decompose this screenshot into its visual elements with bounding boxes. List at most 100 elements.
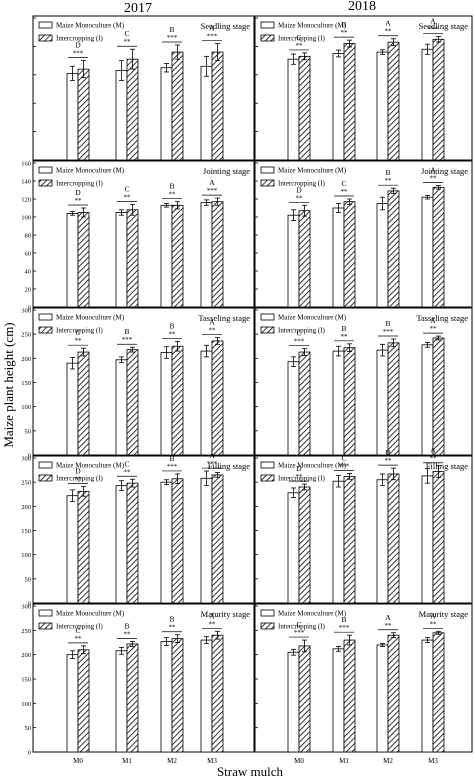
legend-swatch-monoculture [38, 313, 53, 321]
bar-monoculture [160, 352, 173, 456]
legend-swatch-monoculture [38, 166, 53, 174]
bar-intercropping [387, 342, 400, 456]
stage-title: Tasseling stage [416, 313, 468, 323]
letter-label: A [209, 451, 215, 460]
bar-intercropping [298, 210, 311, 308]
letter-label: A [209, 24, 215, 33]
bar-monoculture [200, 639, 213, 753]
letter-label: B [385, 319, 390, 328]
significance-label: ** [430, 620, 438, 628]
letter-label: C [341, 453, 346, 462]
bar-intercropping [171, 51, 184, 161]
bar-monoculture [332, 648, 345, 753]
legend-swatch-intercropping [260, 179, 275, 187]
bar-intercropping [432, 38, 445, 161]
x-tick-label: M0 [294, 757, 304, 765]
bar-monoculture [160, 204, 173, 308]
bar-monoculture [287, 651, 300, 753]
x-tick-label: M1 [339, 757, 349, 765]
legend-label-intercropping: Intercropping (I) [56, 180, 104, 188]
legend-label-monoculture: Maize Monoculture (M) [278, 22, 347, 30]
significance-label: *** [339, 624, 350, 632]
stage-title: Seedling stage [201, 21, 251, 31]
bar-monoculture [115, 485, 128, 604]
bar-monoculture [287, 58, 300, 161]
bar-intercropping [171, 345, 184, 456]
legend-swatch-monoculture [260, 461, 275, 469]
letter-label: D [296, 185, 302, 194]
letter-label: C [296, 329, 301, 338]
letter-label: B [341, 324, 346, 333]
legend-label-monoculture: Maize Monoculture (M) [56, 462, 125, 470]
legend-label-intercropping: Intercropping (I) [278, 475, 326, 483]
bar-monoculture [376, 203, 389, 308]
significance-label: ** [169, 330, 177, 338]
y-tick-label: 200 [21, 652, 31, 659]
bar-intercropping [298, 351, 311, 456]
y-tick-label: 140 [21, 179, 31, 186]
letter-label: A [430, 611, 436, 620]
bar-intercropping [432, 186, 445, 308]
bar-monoculture [287, 214, 300, 308]
significance-label: *** [167, 34, 178, 42]
legend-label-intercropping: Intercropping (I) [278, 623, 326, 631]
bar-monoculture [66, 72, 79, 161]
legend-swatch-intercropping [260, 34, 275, 42]
letter-label: B [385, 168, 390, 177]
bar-monoculture [115, 650, 128, 753]
legend-swatch-intercropping [260, 474, 275, 482]
panel-maturity-2018: Maize Monoculture (M) Intercropping (I) Ma… [254, 603, 473, 765]
bar-intercropping [211, 474, 224, 604]
panel-jointing-2017: 0 20 40 60 80 100 120 140 160 Maize Monoculture (… [21, 160, 255, 312]
legend-label-intercropping: Intercropping (I) [56, 475, 104, 483]
bar-intercropping [211, 51, 224, 161]
y-tick-label: 150 [21, 528, 31, 535]
letter-label: B [169, 615, 174, 624]
bar-monoculture [200, 350, 213, 456]
letter-label: A [385, 19, 391, 28]
bar-intercropping [343, 43, 356, 161]
letter-label: A [385, 613, 391, 622]
bar-intercropping [77, 212, 90, 308]
bar-monoculture [200, 65, 213, 161]
bar-monoculture [115, 212, 128, 308]
significance-label: *** [294, 629, 305, 637]
legend-label-intercropping: Intercropping (I) [56, 623, 104, 631]
panel-frame [254, 603, 473, 753]
x-tick-label: M3 [428, 757, 438, 765]
y-tick-label: 100 [21, 404, 31, 411]
y-tick-label: 0 [28, 601, 31, 608]
y-tick-label: 120 [21, 197, 31, 204]
bar-monoculture [66, 654, 79, 753]
y-tick-label: 50 [25, 725, 32, 732]
bar-monoculture [421, 48, 434, 161]
significance-label: ** [75, 476, 83, 484]
significance-label: *** [428, 25, 439, 33]
significance-label: ** [75, 197, 83, 205]
letter-label: C [341, 179, 346, 188]
legend-label-monoculture: Maize Monoculture (M) [278, 610, 347, 618]
letter-label: B [341, 20, 346, 29]
panel-frame [32, 603, 255, 753]
y-tick-label: 40 [25, 269, 32, 276]
bar-intercropping [171, 478, 184, 604]
significance-label: *** [207, 187, 218, 195]
bar-monoculture [421, 639, 434, 753]
significance-label: ** [430, 325, 438, 333]
bar-intercropping [387, 473, 400, 604]
legend-label-monoculture: Maize Monoculture (M) [56, 22, 125, 30]
x-tick-label: M3 [207, 757, 217, 765]
panel-frame [32, 307, 255, 456]
bar-monoculture [115, 359, 128, 456]
bar-intercropping [77, 490, 90, 604]
letter-label: C [75, 328, 80, 337]
bar-monoculture [332, 207, 345, 308]
bar-monoculture [115, 70, 128, 161]
y-tick-label: 150 [21, 677, 31, 684]
bar-monoculture [160, 641, 173, 753]
bar-intercropping [211, 340, 224, 456]
significance-label: ** [385, 457, 393, 465]
panels: Maize Monoculture (M) Intercropping (I) Se… [21, 15, 473, 765]
bar-intercropping [298, 645, 311, 753]
panel-frame [254, 160, 473, 308]
